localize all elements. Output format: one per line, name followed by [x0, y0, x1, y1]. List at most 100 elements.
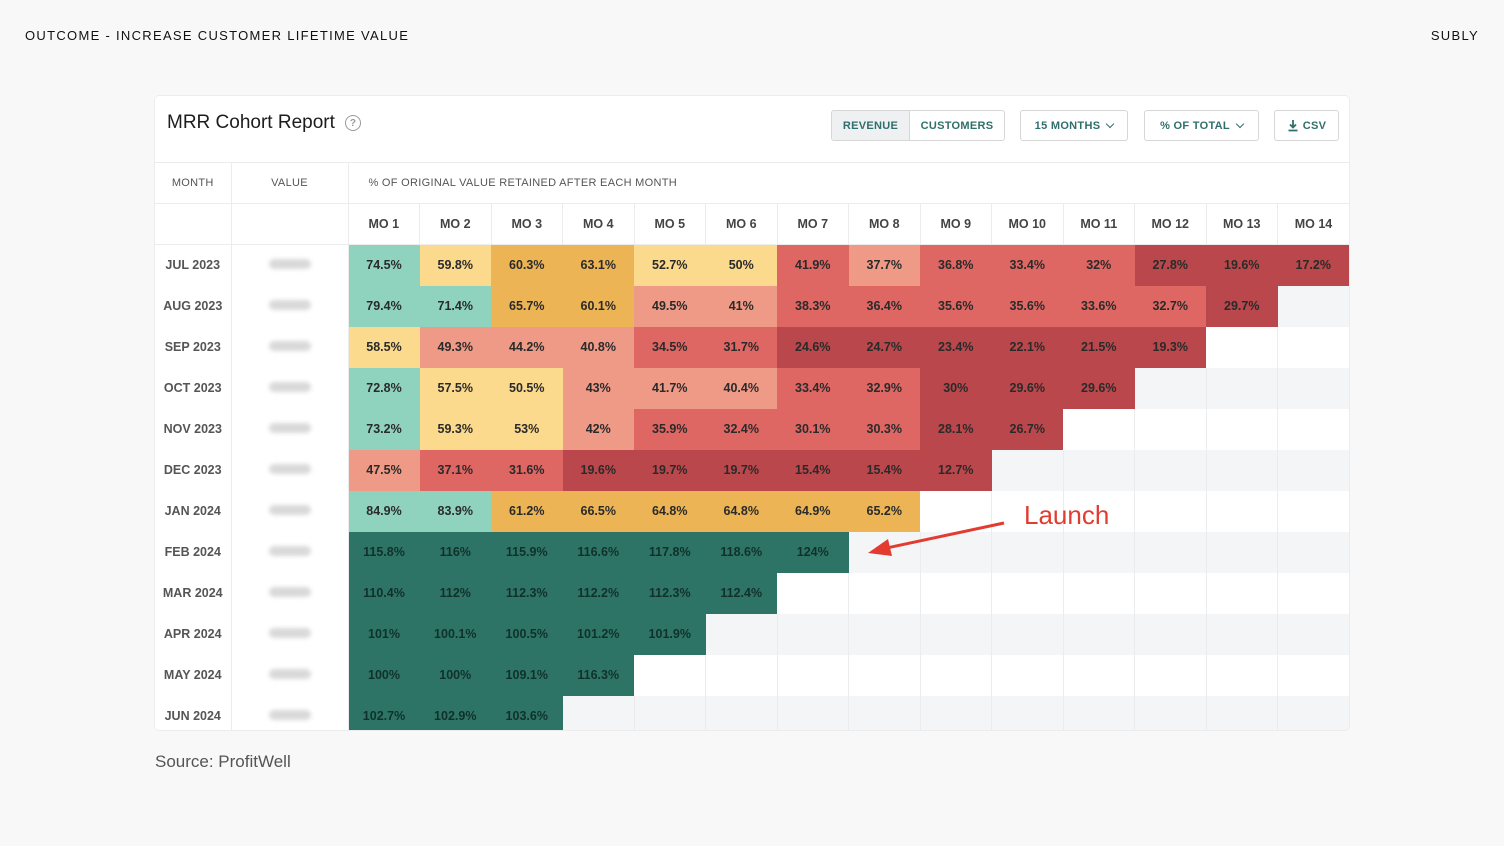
empty-cell — [1206, 695, 1278, 730]
retention-cell: 40.4% — [705, 367, 777, 409]
empty-cell — [1277, 531, 1349, 573]
retention-cell: 29.6% — [1063, 367, 1135, 409]
empty-cell — [1063, 613, 1135, 655]
empty-cell — [991, 572, 1064, 614]
csv-download-button[interactable]: CSV — [1274, 110, 1339, 141]
retention-cell: 71.4% — [419, 285, 491, 327]
retention-cell: 33.4% — [777, 367, 849, 409]
retention-cell: 116% — [419, 531, 491, 573]
retention-cell: 35.6% — [920, 285, 992, 327]
retention-cell: 59.3% — [419, 408, 491, 450]
redacted-value — [268, 259, 311, 270]
empty-cell — [1277, 285, 1349, 327]
empty-cell — [848, 613, 921, 655]
retention-cell: 30.1% — [777, 408, 849, 450]
help-icon[interactable]: ? — [344, 115, 361, 131]
retention-cell: 64.9% — [777, 490, 849, 532]
empty-cell — [1206, 490, 1278, 532]
empty-cell — [1134, 531, 1207, 573]
revenue-tab[interactable]: REVENUE — [832, 111, 910, 140]
empty-cell — [1277, 490, 1349, 532]
cohort-value-redacted — [231, 326, 349, 368]
retention-cell: 19.6% — [562, 449, 634, 491]
month-number-header: MO 5 — [634, 203, 706, 245]
empty-cell — [705, 695, 778, 730]
month-number-header-row: MO 1 MO 2 MO 3 MO 4 MO 5 MO 6 MO 7 MO 8 MO 9 MO 1… — [155, 203, 1349, 245]
retention-cell: 41.7% — [634, 367, 706, 409]
cohort-value-redacted — [231, 695, 349, 730]
retention-cell: 32.4% — [705, 408, 777, 450]
cohort-month: JAN 2024 — [155, 490, 232, 532]
empty-cell — [1206, 408, 1278, 450]
retention-cell: 41.9% — [777, 244, 849, 286]
table-row: SEP 2023 58.5% 49.3% 44.2% 40.8% 34.5% 31.7% 24… — [155, 326, 1349, 368]
table-row: JAN 2024 84.9% 83.9% 61.2% 66.5% 64.8% 64.8% 64… — [155, 490, 1349, 532]
metric-toggle: REVENUE CUSTOMERS — [831, 110, 1005, 141]
empty-cell — [1134, 449, 1207, 491]
redacted-value — [268, 587, 311, 597]
retention-cell: 101% — [348, 613, 420, 655]
months-dropdown[interactable]: 15 MONTHS — [1020, 110, 1128, 141]
retention-cell: 24.6% — [777, 326, 849, 368]
retention-cell: 59.8% — [419, 244, 491, 286]
retention-cell: 17.2% — [1277, 244, 1349, 286]
customers-tab[interactable]: CUSTOMERS — [920, 119, 994, 132]
empty-cell — [1277, 367, 1349, 409]
launch-annotation: Launch — [1024, 500, 1110, 530]
page-header-title: OUTCOME - INCREASE CUSTOMER LIFETIME VAL… — [25, 28, 410, 43]
retention-cell: 116.3% — [562, 654, 634, 696]
cohort-month: APR 2024 — [155, 613, 232, 655]
cohort-value-redacted — [231, 531, 349, 573]
retention-cell: 29.7% — [1206, 285, 1278, 327]
retention-cell: 42% — [562, 408, 634, 450]
retention-cell: 32.7% — [1134, 285, 1206, 327]
percent-dropdown[interactable]: % OF TOTAL — [1144, 110, 1259, 141]
retention-cell: 60.1% — [562, 285, 634, 327]
empty-cell — [1206, 572, 1278, 614]
empty-cell — [991, 654, 1064, 696]
retention-cell: 38.3% — [777, 285, 849, 327]
empty-cell — [1277, 695, 1349, 730]
retention-cell: 100.1% — [419, 613, 491, 655]
retention-cell: 65.7% — [491, 285, 563, 327]
value-column-header: VALUE — [231, 162, 349, 204]
retention-cell: 101.9% — [634, 613, 706, 655]
retention-cell: 40.8% — [562, 326, 634, 368]
redacted-value — [268, 341, 311, 351]
cohort-value-redacted — [231, 613, 349, 655]
month-number-header: MO 4 — [562, 203, 635, 245]
retention-cell: 12.7% — [920, 449, 992, 491]
cohort-value-redacted — [231, 449, 349, 491]
redacted-value — [268, 669, 311, 679]
empty-cell — [1206, 367, 1278, 409]
blank-header-cell — [231, 203, 349, 245]
retention-cell: 19.3% — [1134, 326, 1206, 368]
empty-cell — [920, 490, 992, 532]
empty-cell — [991, 490, 1064, 532]
retention-cell: 34.5% — [634, 326, 706, 368]
retention-cell: 19.6% — [1206, 244, 1278, 286]
redacted-value — [268, 382, 311, 392]
retention-cell: 36.8% — [920, 244, 992, 286]
empty-cell — [1063, 490, 1135, 532]
retention-cell: 74.5% — [348, 244, 420, 286]
retention-cell: 26.7% — [991, 408, 1063, 450]
retention-cell: 101.2% — [562, 613, 634, 655]
retention-cell: 66.5% — [562, 490, 634, 532]
empty-cell — [1206, 613, 1278, 655]
retention-cell: 43% — [562, 367, 634, 409]
table-row: MAR 2024 110.4% 112% 112.3% 112.2% 112.3% 112.… — [155, 572, 1349, 614]
month-number-header: MO 2 — [419, 203, 492, 245]
empty-cell — [1063, 449, 1135, 491]
empty-cell — [1134, 613, 1207, 655]
card-title: MRR Cohort Report ? — [167, 112, 361, 134]
empty-cell — [920, 613, 992, 655]
cohort-month: JUN 2024 — [155, 695, 232, 730]
retention-cell: 102.7% — [348, 695, 420, 730]
empty-cell — [991, 695, 1064, 730]
retention-cell: 84.9% — [348, 490, 420, 532]
retention-cell: 112.2% — [562, 572, 634, 614]
month-number-header: MO 7 — [777, 203, 849, 245]
empty-cell — [1063, 572, 1135, 614]
redacted-value — [268, 464, 311, 474]
